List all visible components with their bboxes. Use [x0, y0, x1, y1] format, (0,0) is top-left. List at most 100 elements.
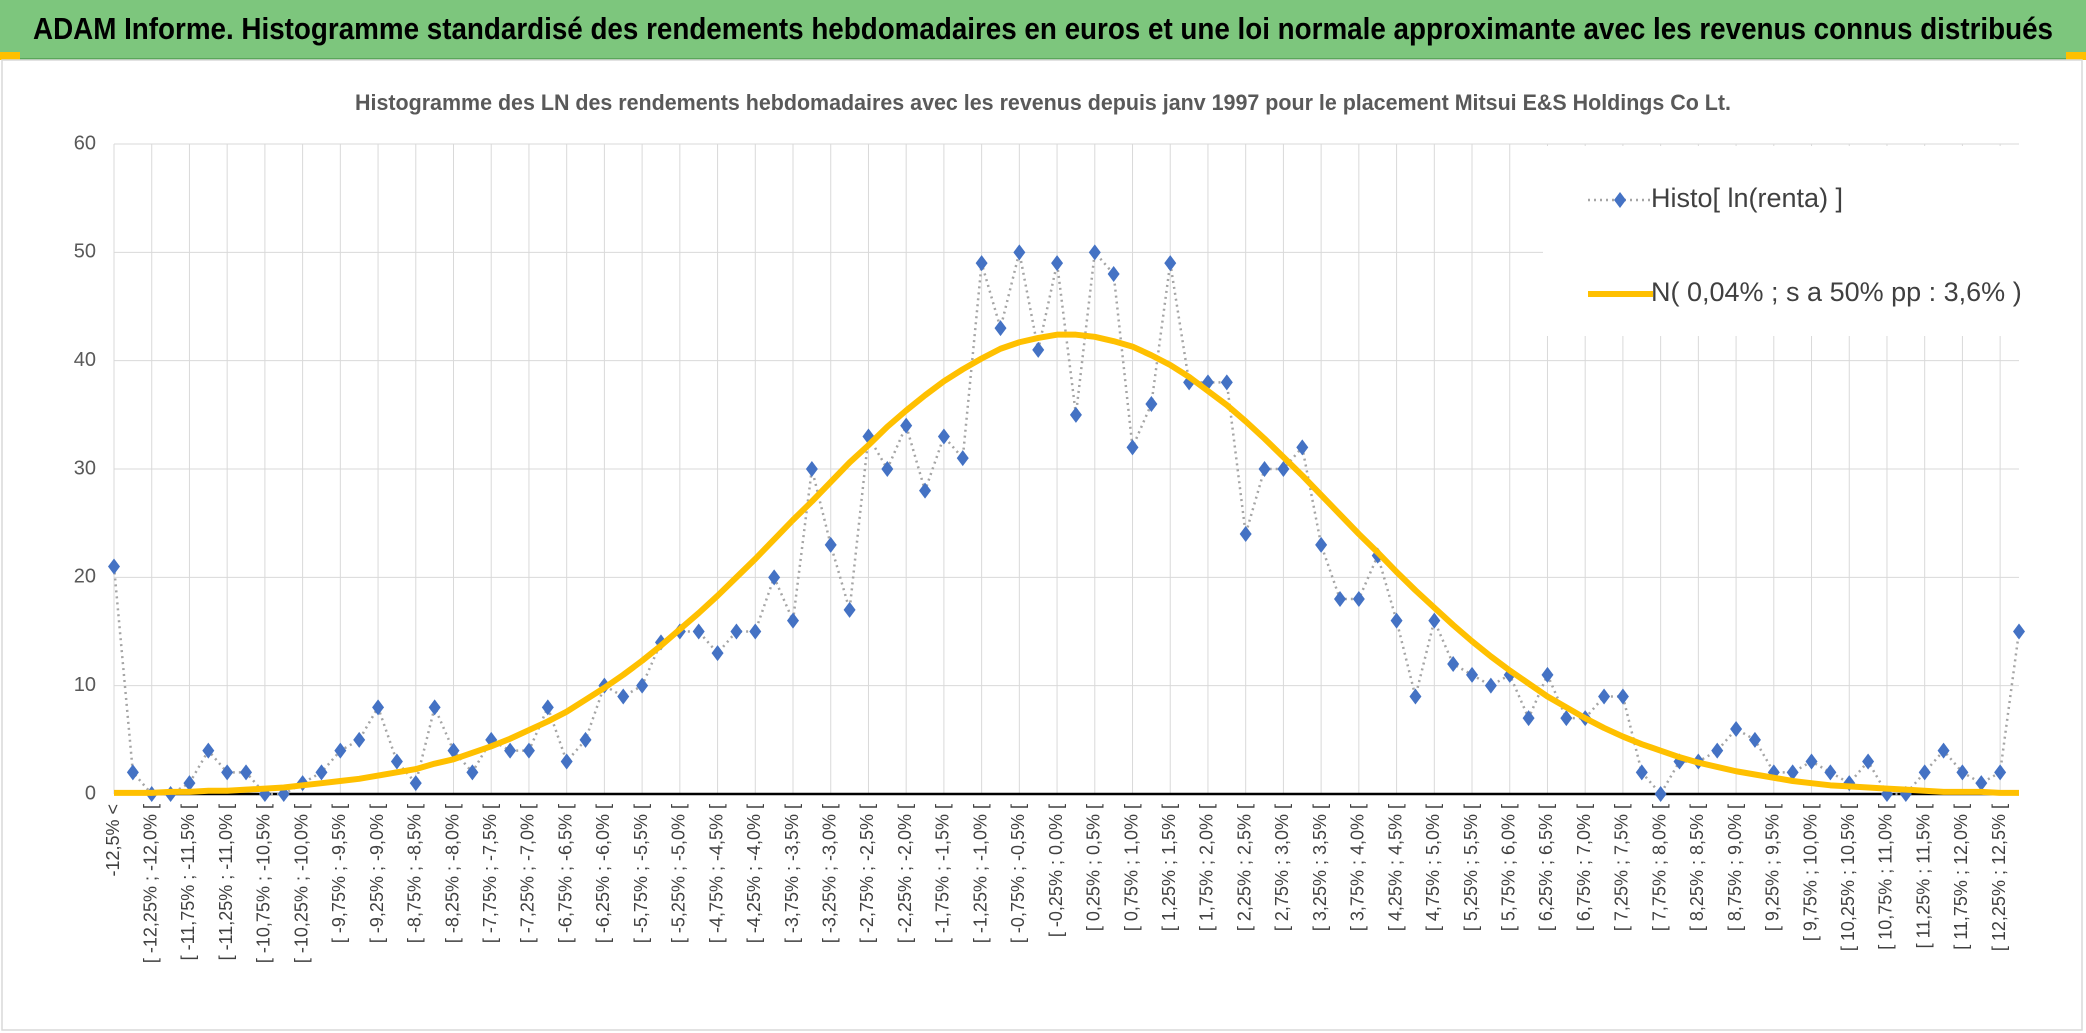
x-tick-label: -12,5% < — [103, 804, 123, 877]
histogram-marker — [353, 731, 366, 748]
histogram-marker — [1956, 764, 1969, 781]
x-tick-label: [ 5,75% ; 6,0% [ — [1498, 804, 1518, 931]
x-tick-label: [ 7,25% ; 7,5% [ — [1612, 804, 1632, 931]
x-tick-label: [ 0,25% ; 0,5% [ — [1084, 804, 1104, 931]
histogram-marker — [108, 558, 120, 575]
x-tick-label: [ -8,75% ; -8,5% [ — [405, 804, 425, 943]
histogram-marker — [1522, 710, 1535, 727]
histogram-marker — [787, 612, 800, 629]
chart-frame — [1, 59, 2083, 1031]
x-tick-label: [ 2,75% ; 3,0% [ — [1272, 804, 1292, 931]
histogram-marker — [1635, 764, 1648, 781]
histogram-marker — [617, 688, 630, 705]
x-tick-label: [ -3,25% ; -3,0% [ — [819, 804, 839, 943]
histogram-marker — [1032, 341, 1045, 358]
normal-curve — [114, 331, 2019, 796]
page-title: ADAM Informe. Histogramme standardisé de… — [33, 11, 2053, 46]
x-tick-label: [ 10,25% ; 10,5% [ — [1838, 804, 1858, 951]
x-tick-label: [ 2,25% ; 2,5% [ — [1234, 804, 1254, 931]
histogram-marker — [711, 645, 724, 662]
histogram-marker — [1447, 656, 1460, 672]
histogram-marker — [504, 742, 517, 759]
histogram-marker — [1013, 244, 1026, 261]
x-tick-label: [ -1,25% ; -1,0% [ — [970, 804, 990, 943]
x-tick-label: [ -3,75% ; -3,5% [ — [782, 804, 802, 943]
histogram-marker — [1937, 742, 1950, 759]
histogram-marker — [1654, 786, 1667, 802]
histogram-marker — [2013, 623, 2025, 640]
y-tick-label: 30 — [74, 457, 96, 479]
histogram-marker — [1333, 591, 1346, 607]
x-tick-label: [ 6,25% ; 6,5% [ — [1536, 804, 1556, 931]
histogram-marker — [1258, 461, 1271, 477]
y-tick-label: 0 — [85, 782, 96, 804]
histogram-marker — [1296, 439, 1309, 456]
histogram-marker — [1786, 764, 1799, 781]
histogram-marker — [1918, 764, 1931, 781]
histogram-marker — [560, 753, 573, 770]
header-bar — [0, 0, 2086, 60]
x-tick-label: [ -0,75% ; -0,5% [ — [1008, 804, 1028, 943]
histogram-marker — [541, 699, 554, 716]
x-tick-label: [ -2,75% ; -2,5% [ — [857, 804, 877, 943]
x-tick-label: [ 8,75% ; 9,0% [ — [1725, 804, 1745, 931]
histogram-marker — [447, 742, 460, 759]
histogram-marker — [1107, 266, 1120, 282]
x-tick-label: [ -8,25% ; -8,0% [ — [442, 804, 462, 943]
x-tick-label: [ -9,75% ; -9,5% [ — [329, 804, 349, 943]
histogram-marker — [1164, 255, 1177, 272]
histogram-marker — [466, 764, 479, 781]
histogram-marker — [1409, 688, 1422, 705]
x-tick-label: [ 10,75% ; 11,0% [ — [1876, 804, 1896, 950]
histogram-marker — [1352, 591, 1365, 607]
x-tick-label: [ -5,75% ; -5,5% [ — [631, 804, 651, 943]
x-tick-label: [ -5,25% ; -5,0% [ — [669, 804, 689, 943]
histogram-marker — [372, 699, 385, 716]
x-tick-label: [ 4,75% ; 5,0% [ — [1423, 804, 1443, 931]
histogram-marker — [126, 764, 139, 781]
histogram-marker — [749, 623, 762, 640]
histogram-marker — [1145, 396, 1158, 412]
histogram-marker — [768, 569, 781, 586]
histogram-marker — [1598, 688, 1611, 705]
y-tick-label: 10 — [74, 674, 96, 696]
x-tick-label: [ 7,75% ; 8,0% [ — [1649, 804, 1669, 931]
x-tick-label: [ 6,75% ; 7,0% [ — [1574, 804, 1594, 931]
x-tick-label: [ 8,25% ; 8,5% [ — [1687, 804, 1707, 931]
histogram-marker — [692, 623, 705, 640]
histogram-marker — [730, 623, 743, 640]
y-tick-label: 60 — [74, 132, 96, 154]
corner-right — [2066, 52, 2086, 60]
histogram-marker — [1994, 764, 2007, 781]
legend-box — [1543, 146, 2021, 336]
histogram-marker — [1277, 461, 1290, 477]
x-tick-label: [ -7,75% ; -7,5% [ — [480, 804, 500, 943]
x-tick-label: [ -1,75% ; -1,5% [ — [933, 804, 953, 943]
histogram-marker — [1730, 721, 1743, 737]
x-tick-label: [ -4,75% ; -4,5% [ — [706, 804, 726, 943]
histogram-marker — [1484, 677, 1497, 694]
histogram-marker — [1975, 775, 1988, 792]
histogram-marker — [1390, 612, 1403, 629]
histogram-marker — [1315, 536, 1328, 553]
histogram-marker — [1428, 612, 1441, 629]
histogram-marker — [1088, 244, 1101, 261]
histogram-marker — [975, 255, 988, 272]
histogram-marker — [409, 775, 422, 792]
x-tick-label: [ -7,25% ; -7,0% [ — [518, 804, 538, 943]
x-tick-label: [ 1,75% ; 2,0% [ — [1197, 804, 1217, 931]
legend-marker — [1614, 192, 1626, 208]
histogram-marker — [1239, 526, 1252, 542]
x-tick-label: [ -11,75% ; -11,5% [ — [178, 804, 198, 960]
histogram-marker — [579, 731, 592, 748]
x-tick-label: [ -2,25% ; -2,0% [ — [895, 804, 915, 943]
histogram-marker — [202, 742, 215, 759]
histogram-marker — [1616, 688, 1629, 705]
x-tick-label: [ -0,25% ; 0,0% [ — [1046, 804, 1066, 937]
y-tick-label: 20 — [74, 566, 96, 588]
x-tick-label: [ -6,25% ; -6,0% [ — [593, 804, 613, 943]
histogram-marker — [522, 742, 535, 759]
histogram-marker — [1541, 666, 1554, 683]
histogram-marker — [1126, 439, 1139, 456]
